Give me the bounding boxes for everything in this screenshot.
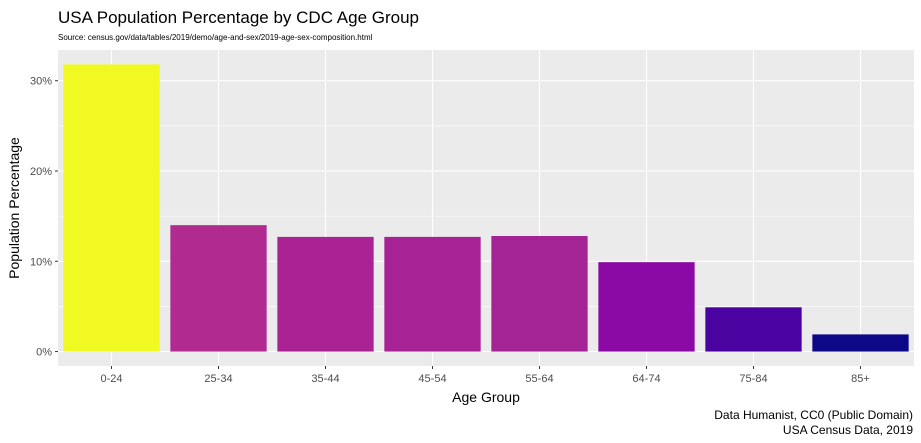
y-tick-label: 20%: [30, 166, 52, 178]
bar-55-64: [491, 235, 588, 352]
bars-group: [63, 64, 909, 352]
y-axis-title: Population Percentage: [6, 137, 22, 279]
caption-credit: Data Humanist, CC0 (Public Domain): [714, 408, 913, 422]
x-axis: 0-24 25-34 35-44 45-54 55-64 64-74 75-84 85+: [100, 366, 870, 385]
y-tick-label: 30%: [30, 76, 52, 88]
caption-source: USA Census Data, 2019: [783, 423, 913, 437]
y-tick-label: 0%: [36, 347, 52, 359]
bar-75-84: [705, 307, 802, 352]
x-tick-label: 45-54: [418, 373, 446, 385]
x-tick-label: 0-24: [100, 373, 122, 385]
bar-64-74: [598, 262, 695, 352]
x-tick-label: 55-64: [525, 373, 553, 385]
x-tick-label: 64-74: [632, 373, 660, 385]
bar-35-44: [277, 236, 374, 352]
y-tick-label: 10%: [30, 256, 52, 268]
chart-title: USA Population Percentage by CDC Age Gro…: [58, 8, 419, 27]
x-tick-label: 75-84: [739, 373, 767, 385]
x-tick-label: 85+: [851, 373, 870, 385]
x-tick-label: 25-34: [204, 373, 232, 385]
x-axis-title: Age Group: [452, 389, 520, 405]
bar-45-54: [384, 236, 481, 352]
bar-85+: [812, 334, 909, 352]
bar-0-24: [63, 64, 160, 352]
y-axis: 0% 10% 20% 30%: [30, 76, 58, 359]
x-tick-label: 35-44: [311, 373, 339, 385]
bar-25-34: [170, 225, 267, 352]
chart-subtitle: Source: census.gov/data/tables/2019/demo…: [58, 33, 373, 42]
